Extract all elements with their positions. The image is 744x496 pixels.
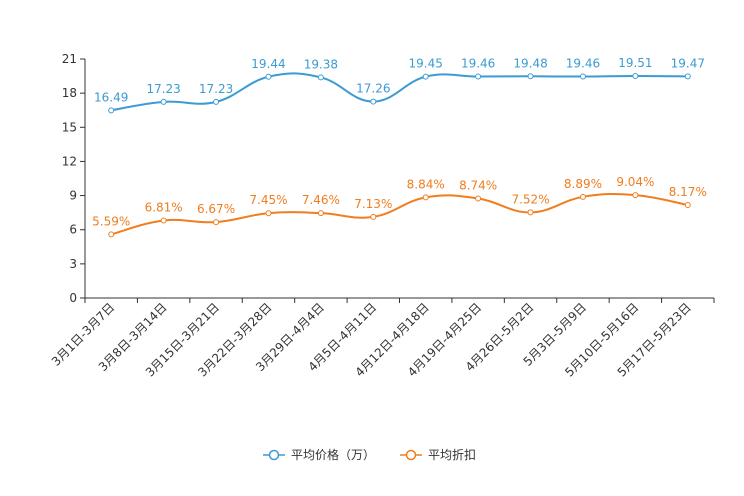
data-label: 19.38 <box>304 57 338 71</box>
data-point <box>684 73 691 80</box>
data-label: 8.89% <box>564 177 602 191</box>
data-point <box>370 213 377 220</box>
data-label: 5.59% <box>92 214 130 228</box>
data-label: 7.52% <box>511 192 549 206</box>
data-point <box>317 210 324 217</box>
data-label: 19.48 <box>513 56 547 70</box>
y-axis: 0 3 6 9 12 15 18 21 <box>62 52 86 305</box>
data-point <box>160 217 167 224</box>
data-point <box>579 193 586 200</box>
data-point <box>527 209 534 216</box>
y-tick-label: 0 <box>69 291 77 305</box>
data-point <box>579 73 586 80</box>
legend-item-1[interactable]: 平均价格（万） <box>263 447 375 462</box>
x-axis: 3月1日-3月7日3月8日-3月14日3月15日-3月21日3月22日-3月28… <box>49 297 715 380</box>
series-line-2 <box>110 193 688 236</box>
data-point <box>370 98 377 105</box>
data-point <box>422 73 429 80</box>
data-point <box>160 98 167 105</box>
data-label: 19.51 <box>618 56 652 70</box>
data-point <box>422 194 429 201</box>
data-point <box>475 195 482 202</box>
data-point <box>108 231 115 238</box>
data-point <box>265 210 272 217</box>
data-label: 17.23 <box>146 82 180 96</box>
legend-marker-icon <box>268 449 280 461</box>
data-label: 7.13% <box>354 197 392 211</box>
series-line-1 <box>111 72 688 112</box>
y-tick-label: 9 <box>69 189 77 203</box>
data-point <box>213 219 220 226</box>
data-point <box>684 202 691 209</box>
series-layer: 16.49 17.23 17.23 19.44 19.38 17.26 19.45 19.46… <box>92 56 707 238</box>
data-point <box>213 98 220 105</box>
data-point <box>527 73 534 80</box>
data-label: 19.46 <box>461 57 495 71</box>
data-point <box>317 74 324 81</box>
legend[interactable]: 平均价格（万） 平均折扣 <box>263 447 476 462</box>
data-label: 19.45 <box>409 57 443 71</box>
y-tick-label: 6 <box>69 223 77 237</box>
y-tick-label: 12 <box>62 154 77 168</box>
y-tick-label: 21 <box>62 52 77 66</box>
data-label: 9.04% <box>616 175 654 189</box>
legend-label: 平均价格（万） <box>291 447 375 462</box>
data-label: 8.84% <box>407 177 445 191</box>
data-point <box>475 73 482 80</box>
legend-marker-icon <box>405 449 417 461</box>
y-tick-label: 18 <box>62 86 77 100</box>
data-label: 7.45% <box>249 193 287 207</box>
data-label: 19.47 <box>671 56 705 70</box>
y-tick-label: 3 <box>69 257 77 271</box>
data-label: 8.74% <box>459 179 497 193</box>
y-tick-label: 15 <box>62 120 77 134</box>
data-label: 8.17% <box>669 185 707 199</box>
data-point <box>108 107 115 114</box>
data-label: 19.46 <box>566 57 600 71</box>
data-label: 16.49 <box>94 90 128 104</box>
data-label: 6.67% <box>197 202 235 216</box>
legend-label: 平均折扣 <box>428 447 476 462</box>
data-label: 7.46% <box>302 193 340 207</box>
data-label: 17.26 <box>356 82 390 96</box>
data-label: 19.44 <box>251 57 285 71</box>
data-point <box>632 72 639 79</box>
data-label: 6.81% <box>145 200 183 214</box>
data-point <box>265 73 272 80</box>
data-point <box>632 192 639 199</box>
data-label: 17.23 <box>199 82 233 96</box>
legend-item-2[interactable]: 平均折扣 <box>400 447 476 462</box>
